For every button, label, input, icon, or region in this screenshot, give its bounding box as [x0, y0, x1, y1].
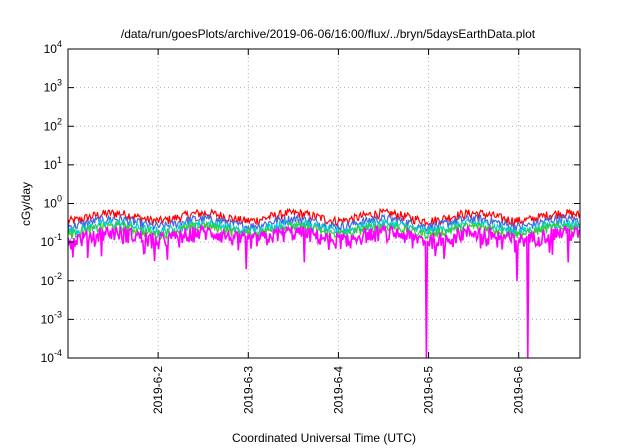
series-group	[67, 207, 581, 359]
y-axis-label: cGy/day	[19, 182, 33, 226]
x-tick-label: 2019-6-3	[241, 366, 255, 414]
y-tick-label: 10-4	[41, 348, 62, 365]
y-tick-label: 100	[44, 194, 62, 211]
ticks: 10-4 10-3 10-2 10-1 100 101 102 103 104 2019-6-2 2…	[41, 39, 580, 414]
grid	[68, 49, 580, 358]
x-axis-label: Coordinated Universal Time (UTC)	[232, 431, 416, 445]
y-tick-label: 10-1	[41, 232, 62, 249]
y-tick-label: 103	[44, 78, 62, 95]
x-tick-label: 2019-6-2	[151, 366, 165, 414]
x-tick-label: 2019-6-6	[512, 366, 526, 414]
y-tick-label: 101	[44, 155, 62, 172]
series-line	[67, 207, 581, 228]
y-tick-label: 10-2	[41, 271, 62, 288]
x-tick-label: 2019-6-5	[422, 366, 436, 414]
x-tick-label: 2019-6-4	[331, 366, 345, 414]
y-tick-label: 102	[44, 116, 62, 133]
chart-title: /data/run/goesPlots/archive/2019-06-06/1…	[121, 27, 536, 41]
series-line	[67, 218, 581, 237]
y-tick-label: 104	[44, 39, 62, 56]
y-tick-label: 10-3	[41, 309, 62, 326]
series-line	[67, 223, 581, 359]
